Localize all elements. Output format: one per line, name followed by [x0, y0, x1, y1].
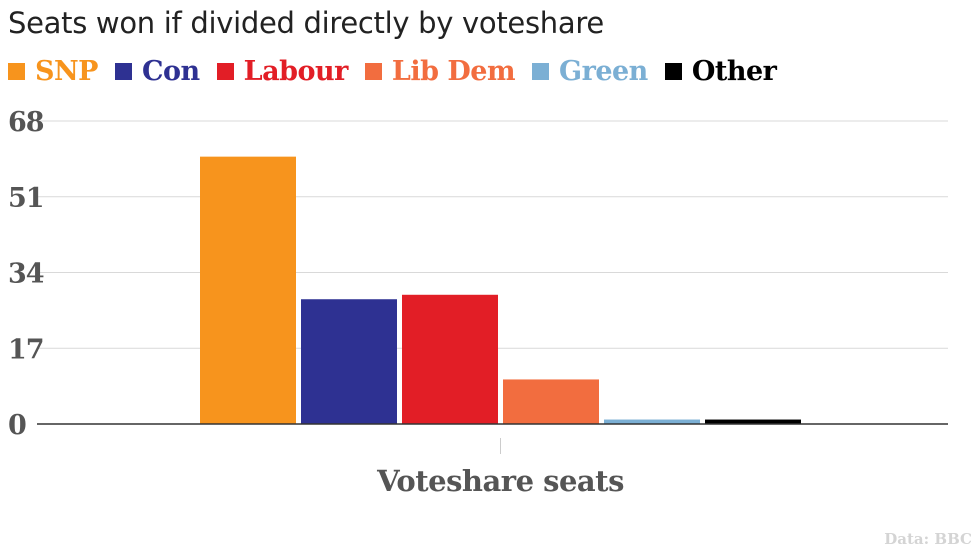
legend-item-green: Green	[532, 56, 648, 87]
chart-title: Seats won if divided directly by votesha…	[8, 6, 604, 40]
bar-labour	[402, 294, 498, 424]
legend-label-labour: Labour	[243, 56, 349, 87]
bar-con	[301, 299, 397, 424]
legend-swatch-labour	[216, 63, 234, 80]
bar-other	[705, 419, 801, 424]
legend-label-green: Green	[559, 56, 648, 87]
y-tick-label: 17	[8, 334, 44, 365]
legend-label-con: Con	[141, 56, 200, 87]
legend-swatch-green	[532, 63, 550, 80]
y-tick-label: 51	[8, 183, 44, 214]
y-tick-label: 68	[8, 107, 44, 138]
legend-label-snp: SNP	[35, 56, 98, 87]
legend-label-lib-dem: Lib Dem	[391, 56, 516, 87]
legend-swatch-other	[664, 63, 682, 80]
legend-item-other: Other	[664, 56, 777, 87]
y-tick-label: 0	[8, 410, 26, 441]
legend-swatch-lib-dem	[364, 63, 382, 80]
legend-swatch-snp	[8, 63, 25, 80]
legend-item-labour: Labour	[216, 56, 349, 87]
bar-green	[604, 419, 700, 424]
bar-snp	[200, 156, 296, 424]
x-axis-label: Voteshare seats	[376, 464, 624, 498]
legend-item-lib-dem: Lib Dem	[364, 56, 516, 87]
legend-item-snp: SNP	[8, 56, 98, 87]
bar-lib-dem	[503, 379, 599, 424]
legend-item-con: Con	[114, 56, 200, 87]
legend-label-other: Other	[691, 56, 777, 87]
y-tick-label: 34	[8, 259, 44, 290]
legend-swatch-con	[114, 63, 132, 80]
chart-legend: SNP Con Labour Lib Dem Green Other	[8, 56, 793, 87]
data-source-credit: Data: BBC	[884, 530, 972, 548]
